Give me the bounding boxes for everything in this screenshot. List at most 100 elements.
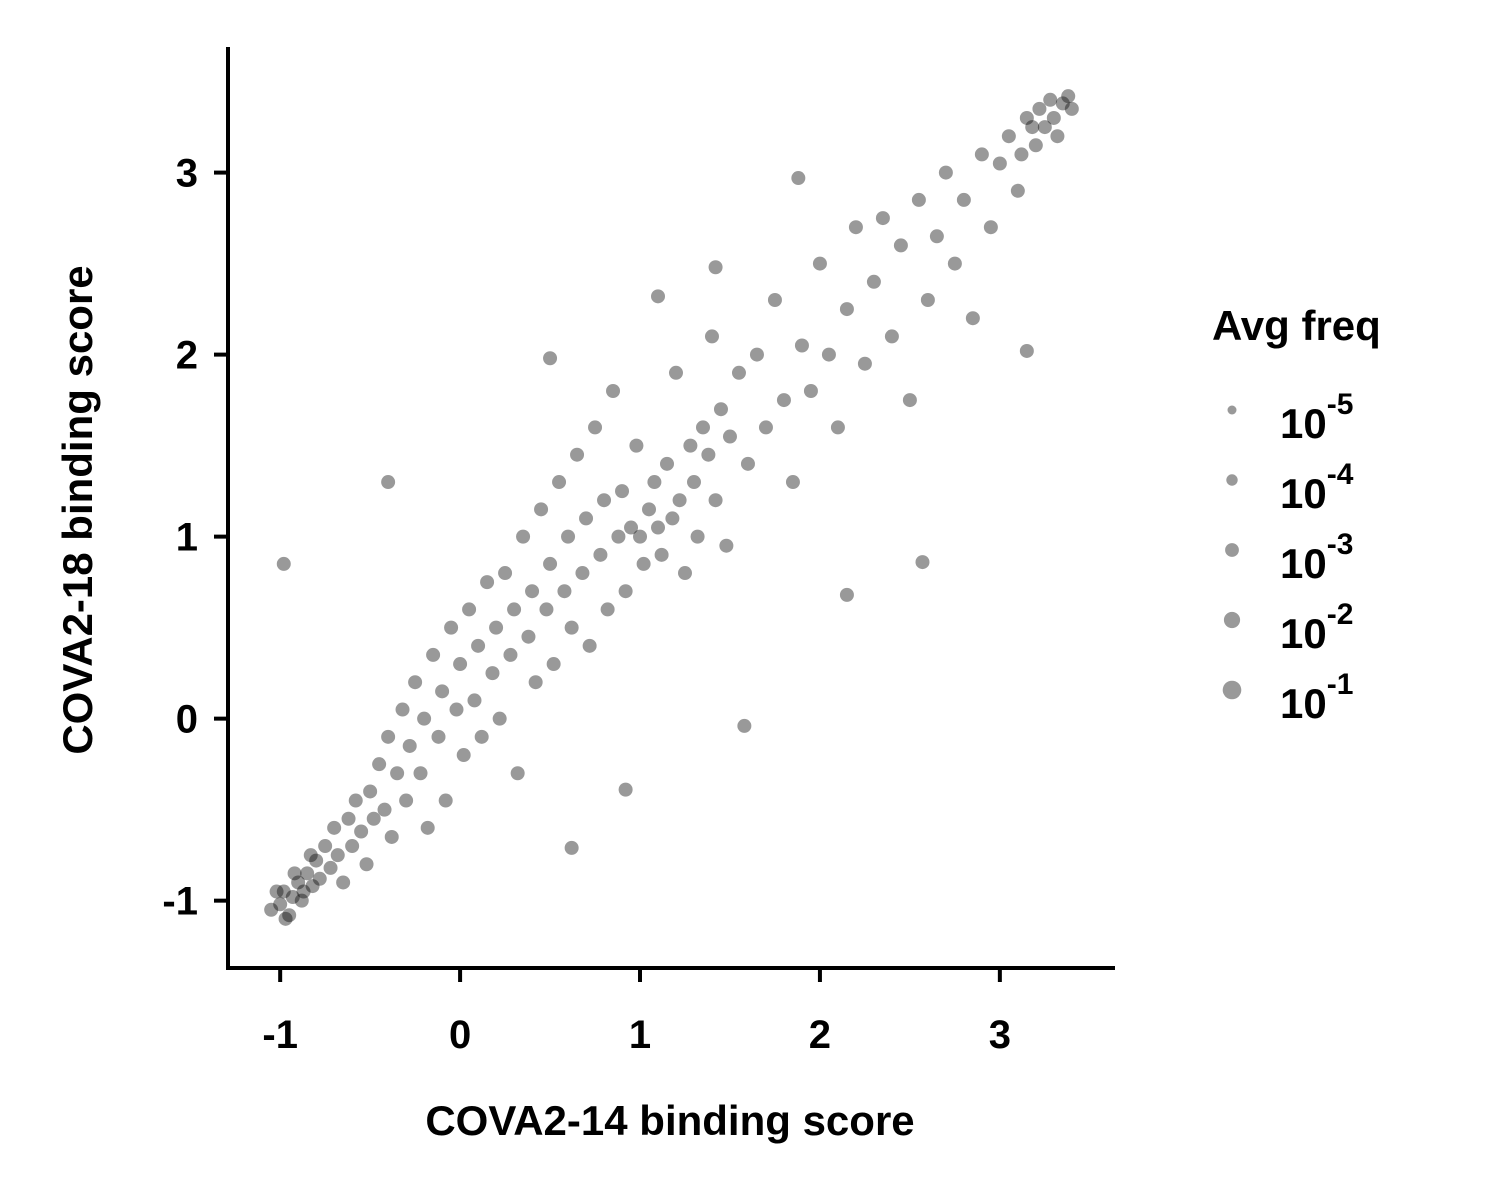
- point: [938, 165, 953, 180]
- point: [660, 456, 675, 471]
- point: [305, 879, 320, 894]
- point: [348, 793, 363, 808]
- point: [740, 456, 755, 471]
- point: [534, 502, 549, 517]
- point: [345, 839, 360, 854]
- point: [420, 820, 435, 835]
- point: [474, 729, 489, 744]
- point: [564, 620, 579, 635]
- point: [749, 347, 764, 362]
- legend-base: 10: [1280, 610, 1327, 657]
- point: [839, 302, 854, 317]
- point: [965, 311, 980, 326]
- x-tick-label: 1: [629, 1013, 651, 1057]
- point: [611, 529, 626, 544]
- point: [915, 555, 930, 570]
- point: [974, 147, 989, 162]
- y-axis-title: COVA2-18 binding score: [54, 265, 101, 754]
- x-tick-label: 2: [809, 1013, 831, 1057]
- point: [686, 475, 701, 490]
- point: [431, 729, 446, 744]
- point: [1001, 129, 1016, 144]
- point: [636, 556, 651, 571]
- point: [672, 493, 687, 508]
- point: [893, 238, 908, 253]
- legend-marker: [1227, 405, 1237, 415]
- point: [992, 156, 1007, 171]
- point: [884, 329, 899, 344]
- point: [359, 857, 374, 872]
- point: [525, 584, 540, 599]
- point: [683, 438, 698, 453]
- point: [615, 484, 630, 499]
- point: [1061, 89, 1076, 104]
- point: [911, 192, 926, 207]
- point: [902, 393, 917, 408]
- point: [812, 256, 827, 271]
- y-tick-label: 0: [176, 698, 198, 742]
- point: [1028, 138, 1043, 153]
- legend-base: 10: [1280, 680, 1327, 727]
- point: [521, 629, 536, 644]
- point: [929, 229, 944, 244]
- point: [294, 893, 309, 908]
- point: [276, 884, 291, 899]
- point: [444, 620, 459, 635]
- x-tick-label: -1: [262, 1013, 298, 1057]
- point: [600, 602, 615, 617]
- point: [456, 748, 471, 763]
- point: [1043, 92, 1058, 107]
- point: [618, 584, 633, 599]
- point: [354, 824, 369, 839]
- point: [1019, 343, 1034, 358]
- point: [282, 908, 297, 923]
- point: [956, 192, 971, 207]
- point: [273, 897, 288, 912]
- point: [776, 393, 791, 408]
- point: [719, 538, 734, 553]
- legend-marker: [1222, 680, 1242, 700]
- point: [582, 638, 597, 653]
- point: [336, 875, 351, 890]
- point: [528, 675, 543, 690]
- point: [690, 529, 705, 544]
- point: [597, 493, 612, 508]
- point: [1055, 96, 1070, 111]
- point: [264, 902, 279, 917]
- point: [552, 475, 567, 490]
- point: [1050, 129, 1065, 144]
- point: [453, 657, 468, 672]
- point: [327, 820, 342, 835]
- point: [546, 657, 561, 672]
- point: [287, 866, 302, 881]
- point: [278, 911, 293, 926]
- legend-label: 10-3: [1280, 528, 1353, 587]
- point: [624, 520, 639, 535]
- point: [791, 171, 806, 186]
- point: [570, 447, 585, 462]
- point: [285, 890, 300, 905]
- legend-exponent: -5: [1327, 388, 1354, 421]
- point: [1019, 110, 1034, 125]
- point: [920, 293, 935, 308]
- point: [866, 274, 881, 289]
- point: [731, 365, 746, 380]
- point: [384, 829, 399, 844]
- point: [462, 602, 477, 617]
- point: [381, 729, 396, 744]
- point: [606, 384, 621, 399]
- point: [303, 848, 318, 863]
- point: [633, 529, 648, 544]
- y-tick-label: -1: [162, 880, 198, 924]
- point: [507, 602, 522, 617]
- point: [642, 502, 657, 517]
- point: [665, 511, 680, 526]
- legend-marker: [1225, 543, 1239, 557]
- y-tick-label: 3: [176, 152, 198, 196]
- point: [498, 566, 513, 581]
- point: [579, 511, 594, 526]
- point: [341, 811, 356, 826]
- point: [803, 384, 818, 399]
- point: [785, 475, 800, 490]
- point: [708, 260, 723, 275]
